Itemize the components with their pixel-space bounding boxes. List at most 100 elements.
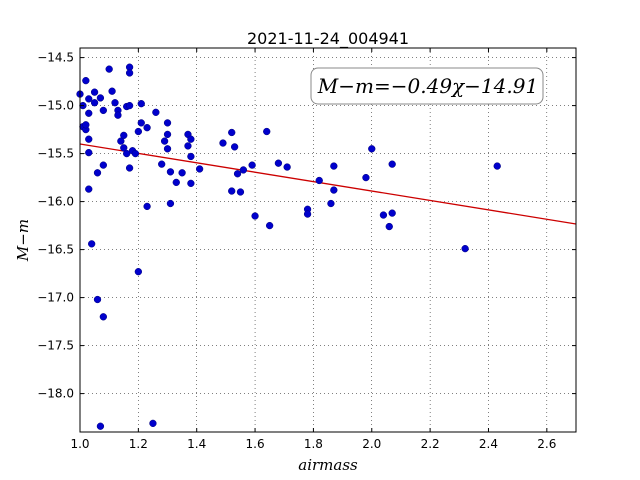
data-point xyxy=(117,137,125,145)
data-point xyxy=(114,111,122,119)
x-tick-label: 2.2 xyxy=(421,437,440,451)
data-point xyxy=(143,124,151,132)
y-tick-label: −18.0 xyxy=(37,387,74,401)
data-point xyxy=(96,422,105,430)
data-point xyxy=(96,94,105,102)
data-point xyxy=(385,222,393,231)
data-point xyxy=(137,119,145,127)
data-point xyxy=(233,170,242,178)
data-point xyxy=(85,135,93,143)
data-point xyxy=(228,187,236,195)
fit-line-group xyxy=(79,143,577,225)
data-point xyxy=(166,168,175,176)
data-point xyxy=(263,127,271,136)
data-point xyxy=(99,161,107,169)
y-tick-label: −17.5 xyxy=(37,339,74,353)
data-point xyxy=(265,221,274,230)
data-point xyxy=(99,106,107,115)
data-point xyxy=(158,160,166,168)
data-point xyxy=(88,240,96,248)
fit-equation-box: M−m=−0.49χ−14.91 xyxy=(310,67,544,105)
data-point xyxy=(228,128,236,137)
data-points xyxy=(76,63,501,430)
data-point xyxy=(327,199,335,208)
y-tick-label: −16.5 xyxy=(37,243,74,257)
x-axis-label: airmass xyxy=(298,456,358,474)
axis-ticks: 1.0 1.2 1.4 1.6 1.8 2.0 2.2 2.4 2.6 −14.5 −15.0 −15… xyxy=(37,48,576,451)
fit-equation: M−m=−0.49χ−14.91 xyxy=(317,74,538,98)
data-point xyxy=(388,209,396,217)
y-tick-label: −15.5 xyxy=(37,147,74,161)
y-tick-label: −15.0 xyxy=(37,99,74,113)
y-tick-label: −14.5 xyxy=(37,51,74,65)
data-point xyxy=(152,108,160,116)
data-point xyxy=(195,165,204,173)
data-point xyxy=(90,99,99,107)
data-point xyxy=(82,76,90,85)
data-point xyxy=(160,137,169,145)
data-point xyxy=(187,179,195,188)
data-point xyxy=(330,162,338,170)
fit-equation-frame xyxy=(310,67,544,105)
x-tick-label: 2.6 xyxy=(537,437,556,451)
data-point xyxy=(105,65,113,73)
data-point xyxy=(166,199,175,208)
data-point xyxy=(178,169,186,177)
x-tick-label: 1.0 xyxy=(70,437,89,451)
data-point xyxy=(187,135,195,143)
data-point xyxy=(120,131,128,140)
data-point xyxy=(134,127,143,136)
data-point xyxy=(388,160,396,168)
data-point xyxy=(493,162,501,170)
data-point xyxy=(362,173,370,182)
y-tick-label: −16.0 xyxy=(37,195,74,209)
data-point xyxy=(90,88,99,96)
data-point xyxy=(125,164,134,172)
data-point xyxy=(93,295,102,304)
data-point xyxy=(137,100,145,108)
chart-title: 2021-11-24_004941 xyxy=(247,29,409,49)
x-tick-label: 2.4 xyxy=(479,437,498,451)
data-point xyxy=(163,130,172,139)
data-point xyxy=(230,143,239,151)
data-point xyxy=(303,210,312,218)
data-point xyxy=(131,149,140,158)
data-point xyxy=(330,186,338,194)
x-tick-label: 1.2 xyxy=(129,437,148,451)
data-point xyxy=(163,119,172,127)
data-point xyxy=(85,148,93,157)
data-point xyxy=(184,142,192,150)
data-point xyxy=(134,268,143,276)
data-point xyxy=(125,69,134,77)
data-point xyxy=(149,419,157,428)
data-point xyxy=(379,211,388,219)
plot-frame xyxy=(79,47,577,433)
y-axis-label: M−m xyxy=(14,219,32,262)
data-point xyxy=(219,139,227,147)
data-point xyxy=(461,244,469,253)
data-point xyxy=(108,87,116,95)
data-point xyxy=(187,152,195,161)
data-point xyxy=(123,149,131,158)
data-point xyxy=(368,145,376,153)
data-point xyxy=(111,99,119,107)
data-point xyxy=(172,178,180,187)
data-point xyxy=(163,145,172,153)
data-point xyxy=(125,101,134,110)
data-point xyxy=(143,202,151,211)
y-tick-label: −17.0 xyxy=(37,291,74,305)
fit-line xyxy=(79,143,577,225)
data-point xyxy=(239,166,248,174)
x-tick-label: 1.6 xyxy=(246,437,265,451)
data-point xyxy=(283,163,291,171)
data-point xyxy=(251,212,259,220)
data-point xyxy=(85,95,93,103)
data-point xyxy=(236,188,245,196)
data-point xyxy=(93,169,102,177)
x-tick-label: 1.8 xyxy=(304,437,323,451)
data-point xyxy=(85,185,93,193)
x-tick-label: 2.0 xyxy=(362,437,381,451)
data-point xyxy=(120,144,128,152)
data-point xyxy=(82,121,90,129)
